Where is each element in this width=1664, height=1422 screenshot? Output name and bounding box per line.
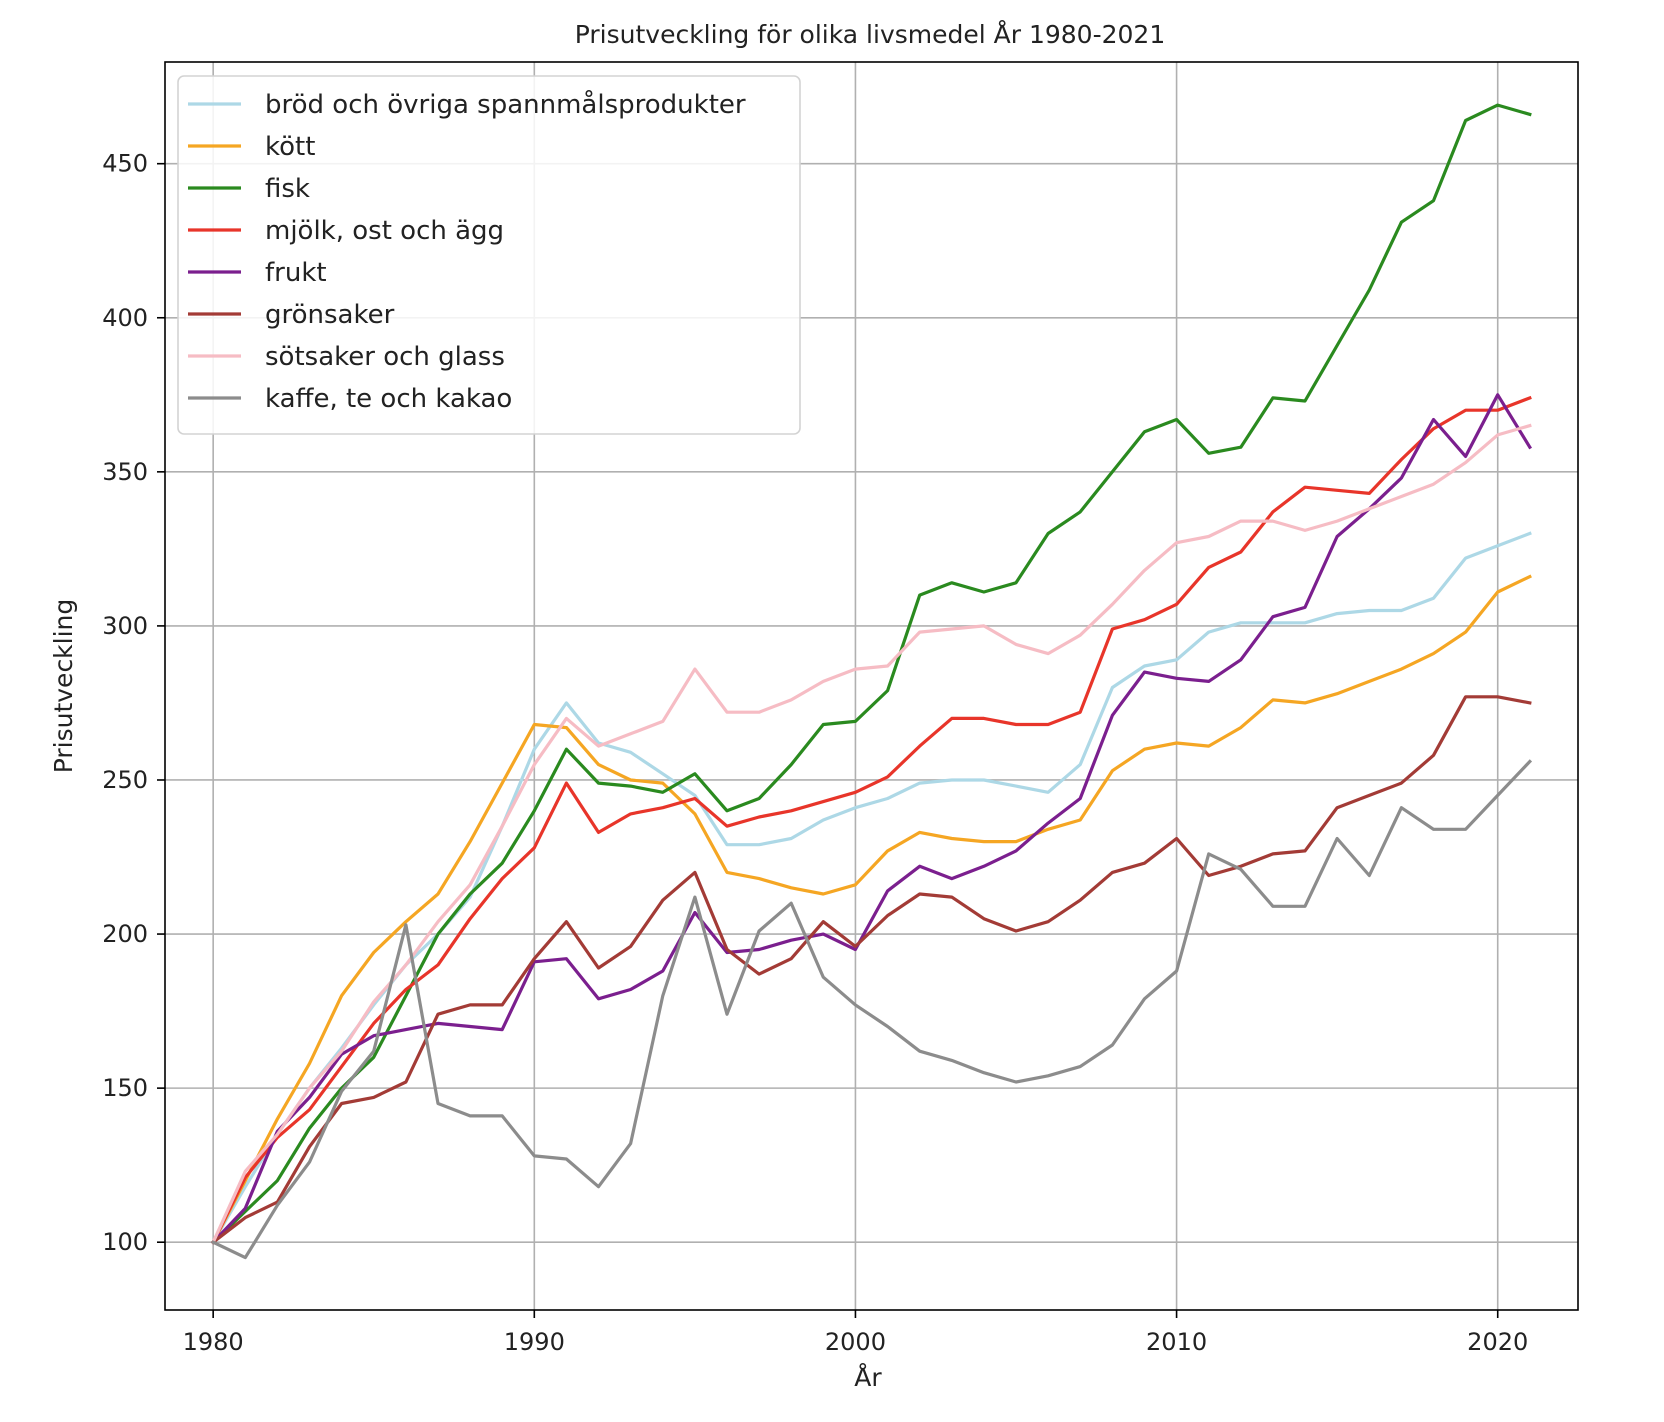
legend: bröd och övriga spannmålsprodukter kött fi… bbox=[177, 75, 801, 435]
y-tick-label: 100 bbox=[102, 1228, 148, 1256]
y-tick-label: 200 bbox=[102, 920, 148, 948]
x-axis: 1980 1990 2000 2010 2020 bbox=[183, 1310, 1528, 1356]
x-axis-label: År bbox=[854, 1363, 882, 1392]
series-line-6 bbox=[210, 695, 1532, 1245]
y-tick-label: 300 bbox=[102, 612, 148, 640]
legend-label: fisk bbox=[265, 174, 310, 204]
series-line-8 bbox=[211, 759, 1533, 1260]
y-axis-label: Prisutveckling bbox=[49, 599, 78, 774]
legend-box bbox=[177, 75, 801, 435]
series-line-7 bbox=[211, 423, 1532, 1245]
grid bbox=[165, 62, 1578, 1310]
y-tick-label: 400 bbox=[102, 304, 148, 332]
legend-label: kaffe, te och kakao bbox=[265, 384, 512, 414]
x-tick-label: 2010 bbox=[1146, 1328, 1207, 1356]
legend-label: mjölk, ost och ägg bbox=[265, 216, 504, 246]
x-tick-label: 2000 bbox=[825, 1328, 886, 1356]
y-axis: 100 150 200 250 300 350 400 450 bbox=[102, 150, 165, 1256]
series-line-2 bbox=[211, 574, 1532, 1245]
x-tick-label: 1980 bbox=[183, 1328, 244, 1356]
y-tick-label: 450 bbox=[102, 150, 148, 178]
series-line-4 bbox=[211, 395, 1532, 1245]
series-line-1 bbox=[211, 531, 1532, 1245]
legend-label: kött bbox=[265, 132, 315, 162]
legend-label: frukt bbox=[265, 258, 327, 288]
x-tick-label: 1990 bbox=[504, 1328, 565, 1356]
x-tick-label: 2020 bbox=[1467, 1328, 1528, 1356]
chart-title: Prisutveckling för olika livsmedel År 19… bbox=[575, 20, 1165, 49]
legend-label: bröd och övriga spannmålsprodukter bbox=[265, 89, 746, 120]
y-tick-label: 250 bbox=[102, 766, 148, 794]
legend-label: grönsaker bbox=[265, 300, 395, 330]
legend-label: sötsaker och glass bbox=[265, 342, 505, 372]
series-line-3 bbox=[210, 103, 1532, 1245]
series-lines bbox=[210, 103, 1533, 1260]
plot-frame bbox=[164, 61, 1579, 1311]
y-tick-label: 350 bbox=[102, 458, 148, 486]
y-tick-label: 150 bbox=[102, 1074, 148, 1102]
